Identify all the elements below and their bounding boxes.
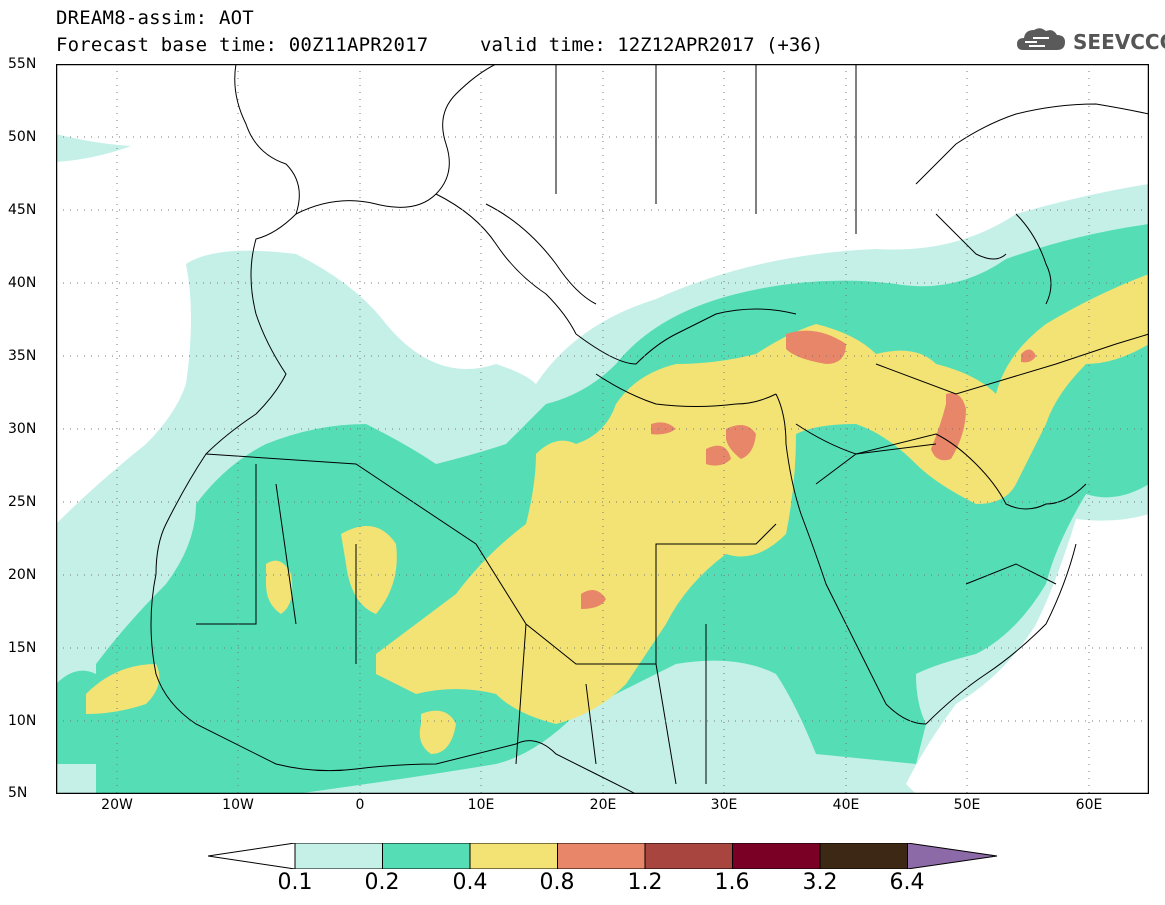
lat-label: 10N: [8, 713, 37, 729]
lat-label: 30N: [8, 421, 37, 437]
colorbar-label: 0.1: [277, 870, 313, 895]
logo-text: SEEVCCC: [1073, 30, 1165, 54]
lat-label: 5N: [8, 785, 28, 801]
lon-label: 30E: [710, 797, 738, 813]
lat-label: 40N: [8, 275, 37, 291]
colorbar-swatch: [382, 843, 471, 869]
lon-label: 0: [355, 797, 365, 813]
colorbar-swatch: [469, 843, 558, 869]
lon-label: 40E: [832, 797, 860, 813]
lat-label: 55N: [8, 56, 37, 72]
seevccc-logo: SEEVCCC: [1015, 24, 1165, 58]
lat-label: 50N: [8, 129, 37, 145]
colorbar-label: 1.6: [714, 870, 750, 895]
lon-label: 60E: [1075, 797, 1103, 813]
lon-label: 10W: [222, 797, 254, 813]
colorbar-label: 0.2: [364, 870, 400, 895]
colorbar-label: 6.4: [889, 870, 925, 895]
forecast-base-time: Forecast base time: 00Z11APR2017: [56, 34, 429, 56]
colorbar-swatch: [644, 843, 733, 869]
cloud-logo-icon: [1017, 28, 1065, 50]
colorbar-swatch: [294, 843, 383, 869]
colorbar-high-arrow: [907, 843, 998, 869]
map-title: DREAM8-assim: AOT: [56, 7, 254, 29]
colorbar-label: 3.2: [802, 870, 838, 895]
lon-label: 20W: [101, 797, 133, 813]
lat-label: 15N: [8, 640, 37, 656]
aot-band-0.8: [581, 330, 1036, 609]
aot-map: [56, 64, 1149, 794]
colorbar: [208, 843, 998, 869]
graticule: [56, 64, 1149, 794]
lon-label: 50E: [953, 797, 981, 813]
lat-label: 20N: [8, 567, 37, 583]
map-frame: [56, 64, 1149, 794]
lat-label: 35N: [8, 348, 37, 364]
lat-label: 45N: [8, 202, 37, 218]
aot-band-0.4: [86, 274, 1149, 754]
colorbar-low-arrow: [208, 843, 296, 869]
colorbar-label: 1.2: [627, 870, 663, 895]
coastlines: [150, 64, 1149, 794]
colorbar-label: 0.4: [452, 870, 488, 895]
lon-label: 10E: [467, 797, 495, 813]
colorbar-label: 0.8: [539, 870, 575, 895]
lon-label: 20E: [589, 797, 617, 813]
colorbar-swatch: [819, 843, 908, 869]
colorbar-swatch: [557, 843, 646, 869]
colorbar-swatch: [732, 843, 821, 869]
valid-time: valid time: 12Z12APR2017 (+36): [480, 34, 824, 56]
lat-label: 25N: [8, 494, 37, 510]
